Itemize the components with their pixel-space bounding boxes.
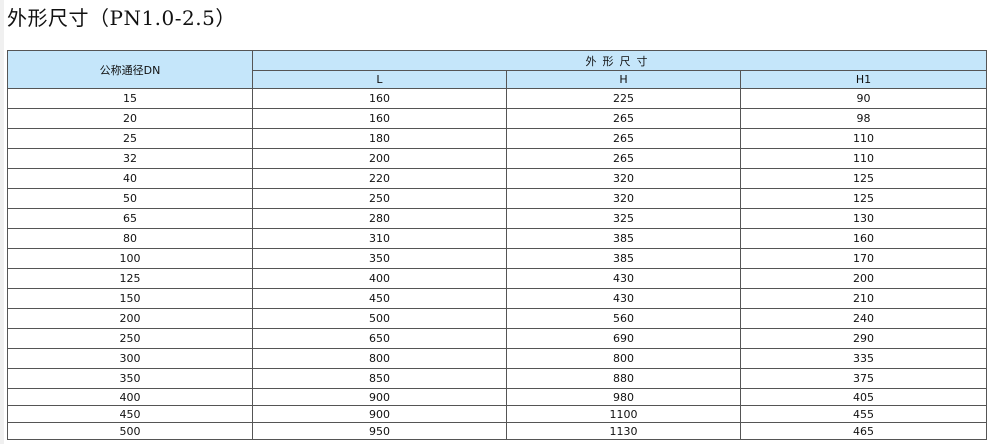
table-row: 40 220 320 125 <box>7 168 987 189</box>
cell-h1: 90 <box>740 88 987 109</box>
cell-dn: 500 <box>7 422 253 440</box>
cell-h: 430 <box>506 288 741 309</box>
cell-dn: 50 <box>7 188 253 209</box>
cell-h: 430 <box>506 268 741 289</box>
table-row: 32 200 265 110 <box>7 148 987 169</box>
dimensions-table: 公称通径DN 外形尺寸 L H H1 15 160 225 90 20 160 265 98 2… <box>7 50 987 440</box>
cell-dn: 125 <box>7 268 253 289</box>
cell-l: 650 <box>252 328 507 349</box>
cell-h1: 200 <box>740 268 987 289</box>
cell-l: 900 <box>252 405 507 423</box>
cell-l: 160 <box>252 108 507 129</box>
cell-l: 850 <box>252 368 507 389</box>
cell-dn: 20 <box>7 108 253 129</box>
cell-l: 950 <box>252 422 507 440</box>
cell-l: 900 <box>252 388 507 406</box>
cell-dn: 32 <box>7 148 253 169</box>
cell-h: 980 <box>506 388 741 406</box>
cell-dn: 25 <box>7 128 253 149</box>
table-row: 350 850 880 375 <box>7 368 987 389</box>
cell-l: 280 <box>252 208 507 229</box>
cell-h: 560 <box>506 308 741 329</box>
cell-dn: 400 <box>7 388 253 406</box>
cell-h1: 125 <box>740 188 987 209</box>
table-row: 125 400 430 200 <box>7 268 987 289</box>
cell-h: 325 <box>506 208 741 229</box>
table-row: 400 900 980 405 <box>7 388 987 406</box>
cell-l: 200 <box>252 148 507 169</box>
cell-h: 1130 <box>506 422 741 440</box>
cell-l: 400 <box>252 268 507 289</box>
table-row: 25 180 265 110 <box>7 128 987 149</box>
table-row: 15 160 225 90 <box>7 88 987 109</box>
cell-dn: 40 <box>7 168 253 189</box>
cell-dn: 300 <box>7 348 253 369</box>
cell-h1: 455 <box>740 405 987 423</box>
cell-dn: 250 <box>7 328 253 349</box>
cell-h1: 405 <box>740 388 987 406</box>
cell-l: 160 <box>252 88 507 109</box>
cell-h: 385 <box>506 228 741 249</box>
cell-h: 320 <box>506 168 741 189</box>
cell-h1: 375 <box>740 368 987 389</box>
cell-h: 265 <box>506 148 741 169</box>
cell-dn: 200 <box>7 308 253 329</box>
cell-dn: 15 <box>7 88 253 109</box>
cell-l: 450 <box>252 288 507 309</box>
table-row: 80 310 385 160 <box>7 228 987 249</box>
table-row: 300 800 800 335 <box>7 348 987 369</box>
cell-h: 800 <box>506 348 741 369</box>
cell-l: 180 <box>252 128 507 149</box>
header-h1: H1 <box>740 70 987 89</box>
left-edge <box>0 0 4 444</box>
cell-h1: 290 <box>740 328 987 349</box>
header-l: L <box>252 70 507 89</box>
cell-h1: 130 <box>740 208 987 229</box>
table-row: 450 900 1100 455 <box>7 405 987 423</box>
cell-dn: 450 <box>7 405 253 423</box>
cell-l: 500 <box>252 308 507 329</box>
cell-h1: 110 <box>740 148 987 169</box>
cell-h: 690 <box>506 328 741 349</box>
table-row: 20 160 265 98 <box>7 108 987 129</box>
cell-h: 320 <box>506 188 741 209</box>
cell-h1: 98 <box>740 108 987 129</box>
cell-h: 385 <box>506 248 741 269</box>
page-title: 外形尺寸（PN1.0-2.5） <box>7 6 236 30</box>
header-h: H <box>506 70 741 89</box>
table-row: 200 500 560 240 <box>7 308 987 329</box>
table-row: 250 650 690 290 <box>7 328 987 349</box>
cell-l: 310 <box>252 228 507 249</box>
header-dimensions: 外形尺寸 <box>252 50 987 71</box>
cell-h1: 160 <box>740 228 987 249</box>
cell-h: 265 <box>506 128 741 149</box>
cell-h1: 110 <box>740 128 987 149</box>
table-row: 100 350 385 170 <box>7 248 987 269</box>
cell-h: 880 <box>506 368 741 389</box>
cell-l: 220 <box>252 168 507 189</box>
cell-h: 265 <box>506 108 741 129</box>
cell-dn: 150 <box>7 288 253 309</box>
header-nominal-diameter: 公称通径DN <box>7 50 253 89</box>
cell-dn: 350 <box>7 368 253 389</box>
cell-dn: 80 <box>7 228 253 249</box>
cell-h1: 240 <box>740 308 987 329</box>
cell-h: 1100 <box>506 405 741 423</box>
cell-h1: 210 <box>740 288 987 309</box>
table-row: 150 450 430 210 <box>7 288 987 309</box>
cell-h1: 125 <box>740 168 987 189</box>
cell-dn: 100 <box>7 248 253 269</box>
table-row: 65 280 325 130 <box>7 208 987 229</box>
cell-l: 800 <box>252 348 507 369</box>
table-row: 500 950 1130 465 <box>7 422 987 440</box>
cell-l: 350 <box>252 248 507 269</box>
cell-dn: 65 <box>7 208 253 229</box>
cell-h: 225 <box>506 88 741 109</box>
cell-h1: 465 <box>740 422 987 440</box>
cell-h1: 170 <box>740 248 987 269</box>
table-row: 50 250 320 125 <box>7 188 987 209</box>
cell-l: 250 <box>252 188 507 209</box>
cell-h1: 335 <box>740 348 987 369</box>
